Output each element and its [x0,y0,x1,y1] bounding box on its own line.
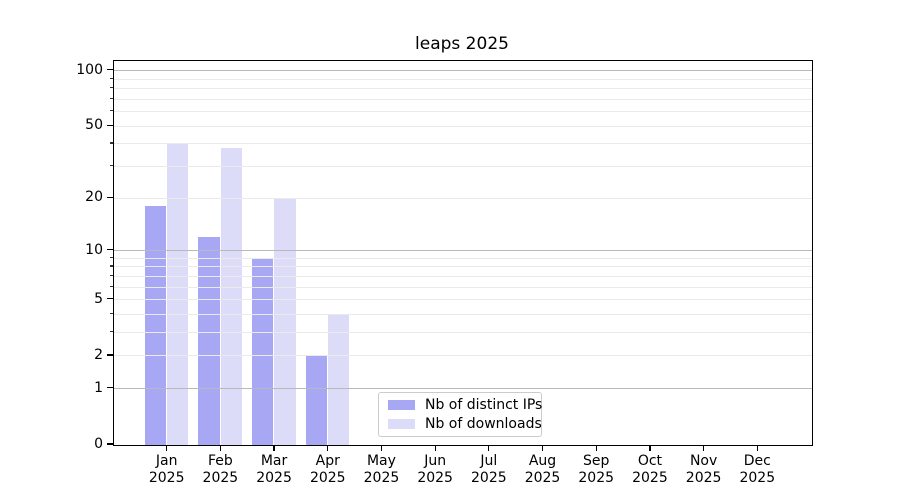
bar-distinct-ips [305,355,328,445]
legend-swatch [388,400,415,410]
bar-downloads [220,147,242,445]
x-tick-label: Jul 2025 [471,453,507,486]
gridline-minor [114,78,812,80]
legend: Nb of distinct IPs Nb of downloads [378,392,542,437]
gridline-major [114,388,812,390]
x-tick-label: Jun 2025 [417,453,453,486]
bar-downloads [274,198,296,445]
bar-distinct-ips [252,258,274,445]
x-tick-label: Feb 2025 [202,453,239,486]
x-tick-label: Nov 2025 [685,453,722,486]
gridline-minor [114,143,812,145]
gridline-minor [114,275,812,277]
gridline-minor [114,314,812,315]
gridline-minor [114,197,812,199]
x-tick-label: Mar 2025 [256,453,292,486]
gridline-minor [114,266,812,268]
x-tick-label: Apr 2025 [309,453,346,486]
gridline-minor [114,111,812,113]
y-tick-label: 100 [76,61,103,78]
x-tick-label: Sep 2025 [578,453,615,486]
x-tick-label: Dec 2025 [739,453,776,486]
gridline-minor [114,125,812,127]
y-tick-label: 2 [94,346,103,363]
legend-label: Nb of distinct IPs [425,396,543,413]
y-tick-label: 10 [85,241,103,258]
gridline-major [114,70,812,72]
y-tick-label: 5 [94,290,103,307]
x-tick-label: Oct 2025 [632,453,668,486]
bars-layer [114,61,812,445]
y-tick-label: 1 [94,379,103,396]
bar-downloads [166,143,189,445]
y-tick-label: 50 [85,117,103,134]
legend-label: Nb of downloads [425,415,542,432]
gridline-minor [114,166,812,168]
legend-item: Nb of distinct IPs [388,396,543,413]
bar-downloads [327,314,350,445]
gridline-minor [114,286,812,288]
chart-title: leaps 2025 [415,34,509,54]
y-tick-label: 0 [94,436,103,452]
legend-item: Nb of downloads [388,415,542,432]
x-tick-label: Aug 2025 [524,453,561,486]
gridlines-layer [114,61,812,445]
gridline-major [114,250,812,252]
bar-distinct-ips [144,206,167,445]
bar-distinct-ips [198,237,220,445]
plot-area [113,60,813,446]
x-tick-label: May 2025 [363,453,400,486]
legend-swatch [388,419,415,429]
x-tick-label: Jan 2025 [148,453,185,486]
gridline-minor [114,88,812,90]
gridline-minor [114,257,812,259]
gridline-minor [114,299,812,301]
y-tick-label: 20 [85,189,103,206]
gridline-minor [114,332,812,334]
gridline-minor [114,98,812,100]
gridline-minor [114,355,812,357]
